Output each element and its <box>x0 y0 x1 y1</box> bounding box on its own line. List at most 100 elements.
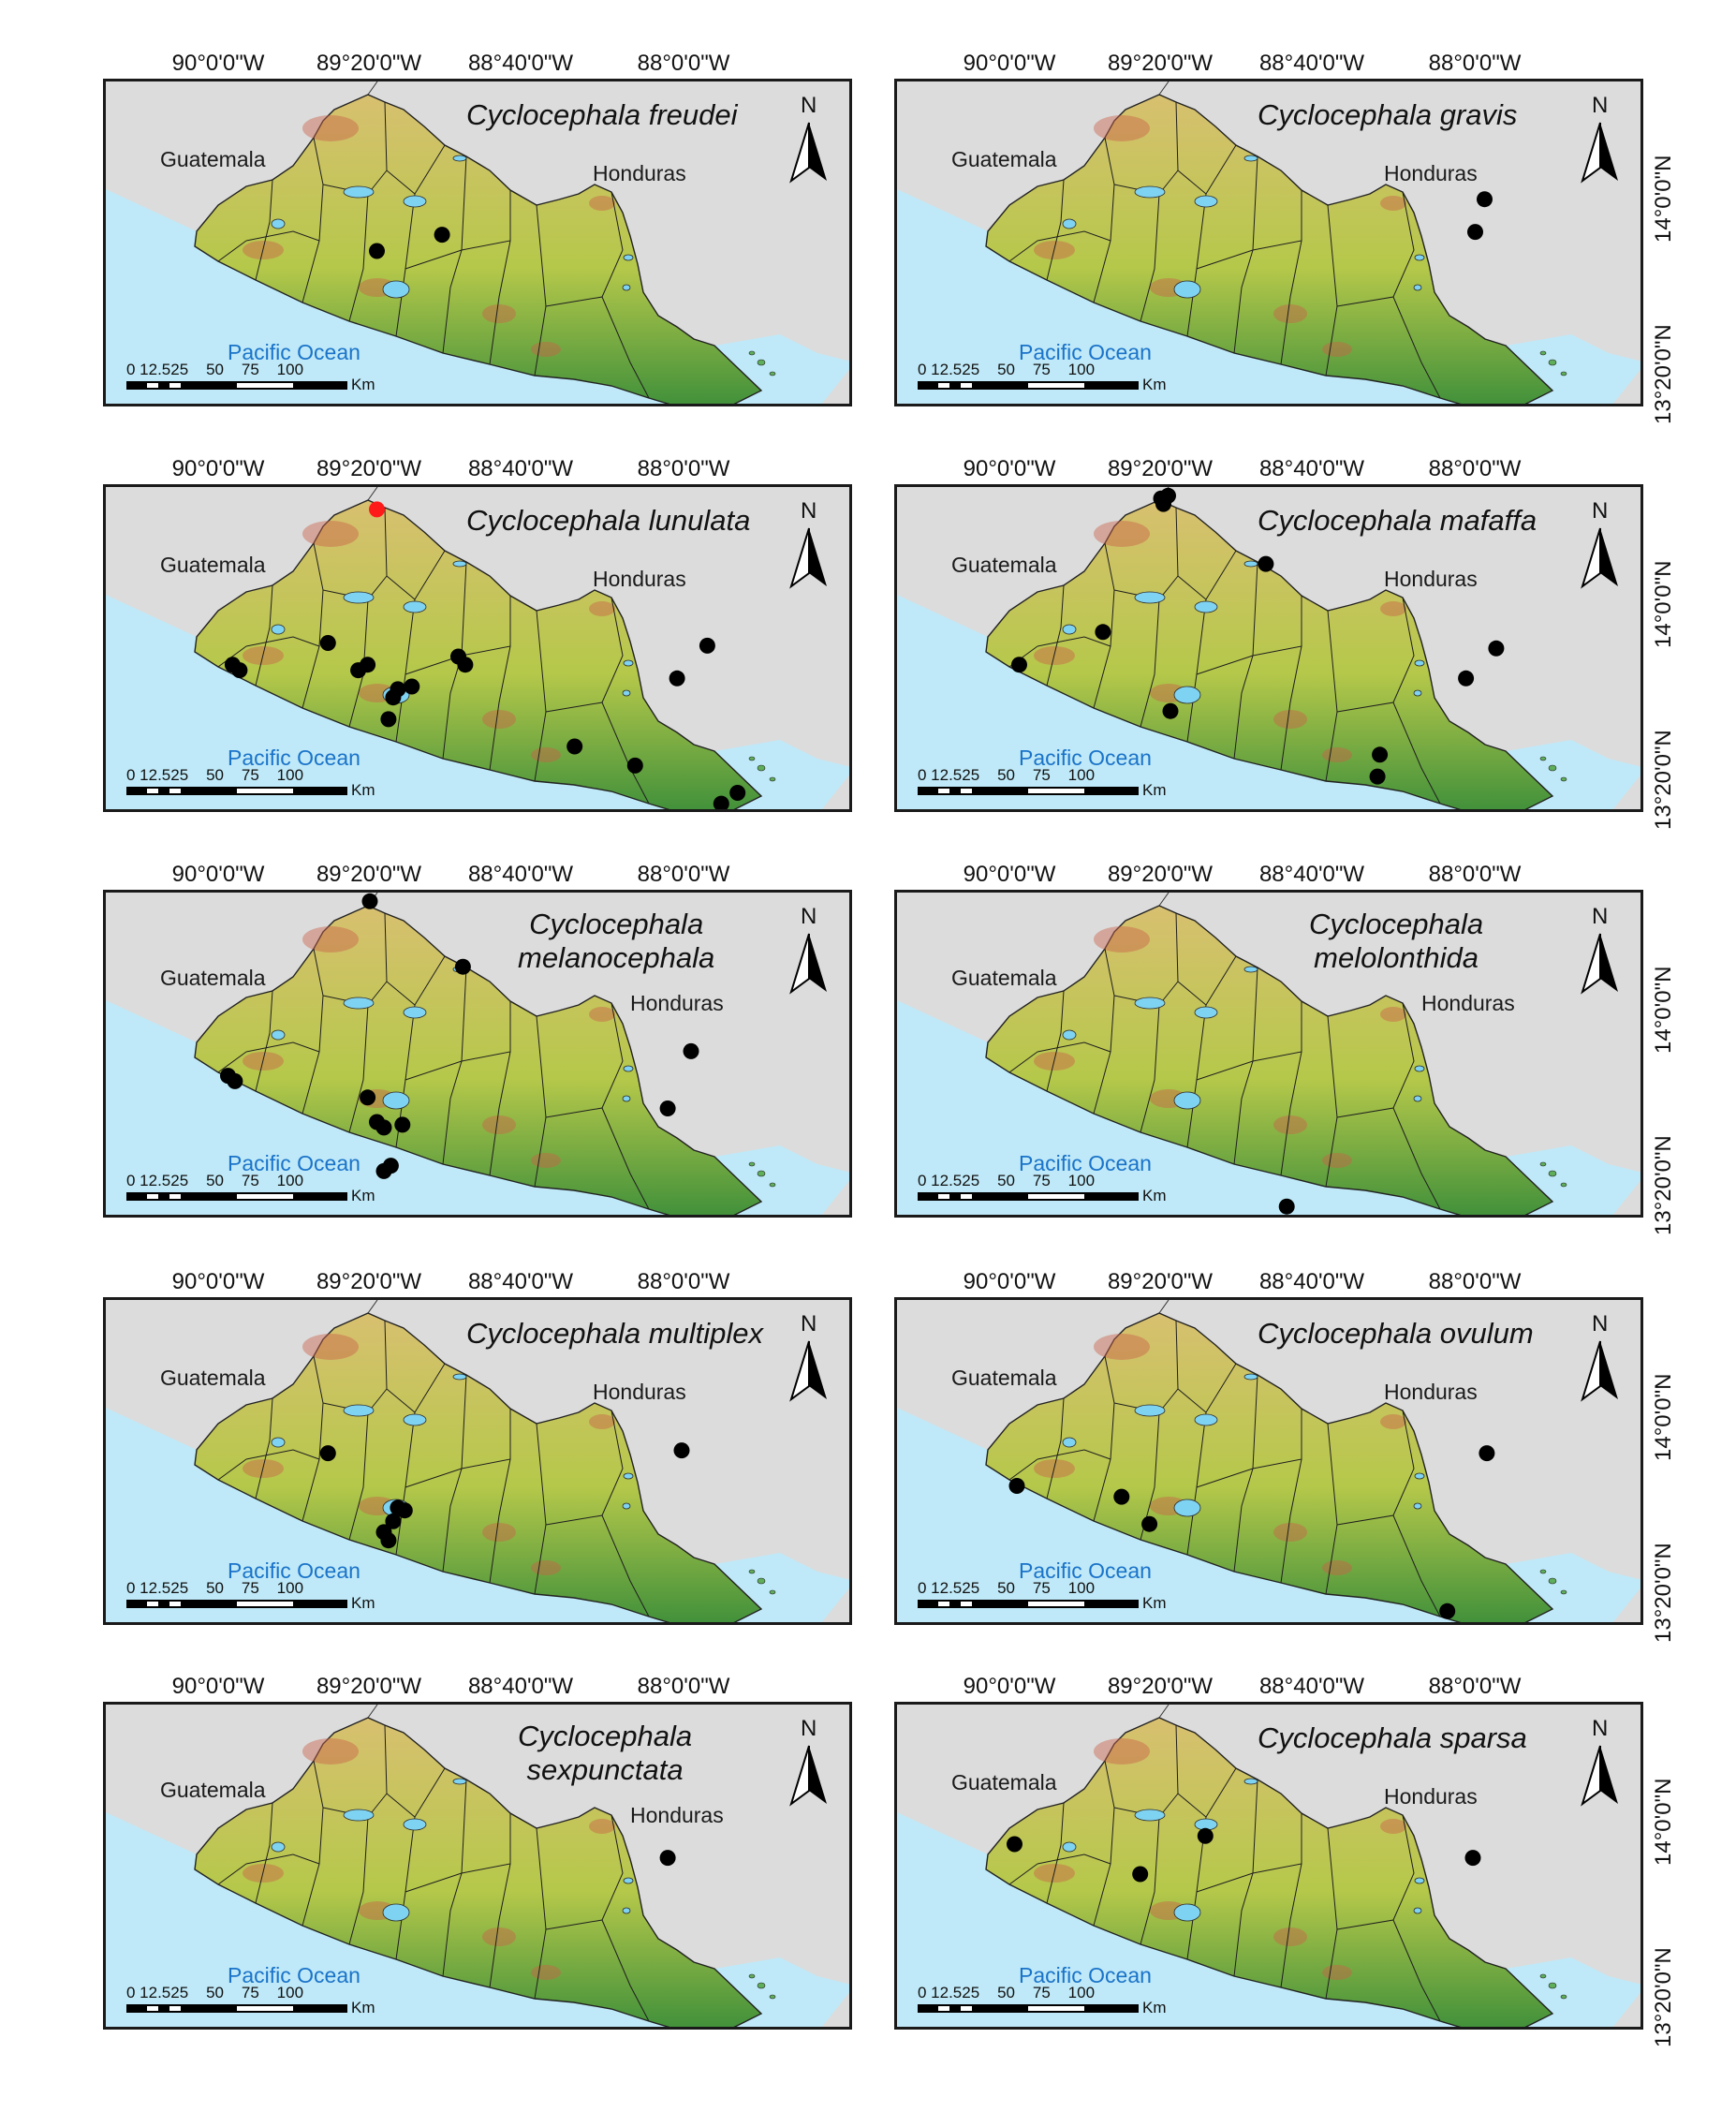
department-border <box>1280 1863 1302 1988</box>
scale-segment <box>147 1602 158 1606</box>
longitude-label: 88°40'0"W <box>1258 51 1365 76</box>
department-border <box>217 240 247 262</box>
record-point <box>1278 1198 1295 1215</box>
latitude-label: 13°20'0"N <box>1651 324 1676 424</box>
map-frame: Cyclocephala lunulata Guatemala Honduras N P… <box>103 484 852 812</box>
department-border <box>601 296 650 399</box>
department-border <box>1037 636 1111 647</box>
guatemala-label: Guatemala <box>160 1366 266 1390</box>
department-border <box>489 1458 511 1584</box>
el-salvador-land <box>985 94 1554 404</box>
scale-segment <box>919 789 938 793</box>
lake <box>1134 1404 1166 1417</box>
scale-numbers: 0 12.525 50 75 100 <box>918 766 1096 784</box>
department-border <box>1046 990 1065 1092</box>
el-salvador-land <box>194 1312 763 1622</box>
department-border <box>545 1002 624 1118</box>
north-label: N <box>801 1311 817 1337</box>
scale-segment <box>169 789 181 793</box>
scale-segment <box>1084 789 1137 793</box>
lake <box>403 195 427 208</box>
pacific-ocean-area <box>106 189 668 404</box>
longitude-label: 90°0'0"W <box>171 1674 265 1699</box>
pacific-ocean-label: Pacific Ocean <box>228 340 360 364</box>
longitude-label: 90°0'0"W <box>171 862 265 887</box>
department-border <box>601 1107 650 1210</box>
lake <box>382 1091 410 1110</box>
department-border <box>217 1863 247 1885</box>
scale-segment <box>972 383 1028 388</box>
scale-segment <box>128 789 147 793</box>
el-salvador-land <box>194 499 763 809</box>
department-border <box>1233 1872 1254 1977</box>
map-panel: 90°0'0"W 89°20'0"W 88°40'0"W 88°0'0"W Cycloc… <box>103 1269 852 1625</box>
lake <box>1414 1877 1425 1884</box>
record-point <box>1479 1445 1495 1462</box>
guatemala-label: Guatemala <box>160 147 266 171</box>
species-title-line: Cyclocephala sparsa <box>1258 1721 1527 1754</box>
longitude-label: 88°40'0"W <box>1258 1269 1365 1294</box>
lake <box>382 1903 410 1922</box>
north-label: N <box>1592 1716 1609 1741</box>
record-point <box>1113 1488 1130 1505</box>
lake <box>452 1373 467 1381</box>
guatemala-label: Guatemala <box>951 553 1057 577</box>
record-point <box>566 738 583 755</box>
department-border <box>302 1760 324 1927</box>
pacific-ocean-label: Pacific Ocean <box>1019 340 1152 364</box>
scale-segment <box>919 2006 938 2011</box>
scale-segment <box>1028 1194 1084 1199</box>
lake <box>1243 1373 1258 1381</box>
north-arrow-icon <box>1581 933 1618 995</box>
scale-numbers: 0 12.525 50 75 100 <box>918 1172 1096 1189</box>
map-panel: 90°0'0"W 89°20'0"W 88°40'0"W 88°0'0"W 14°0'0… <box>894 456 1676 830</box>
pacific-ocean-label: Pacific Ocean <box>228 1558 360 1583</box>
record-point <box>454 958 471 975</box>
longitude-label: 88°0'0"W <box>1428 51 1522 76</box>
scale-unit: Km <box>351 1999 375 2016</box>
scale-segment <box>169 1194 181 1199</box>
longitude-label: 89°20'0"W <box>316 1269 422 1294</box>
scale-segment <box>972 789 1028 793</box>
department-border <box>348 193 369 322</box>
scale-segment <box>961 1194 972 1199</box>
longitude-label: 90°0'0"W <box>963 862 1056 887</box>
species-title: Cyclocephala ovulum <box>1258 1317 1534 1351</box>
department-border <box>245 636 320 647</box>
honduras-label: Honduras <box>593 1380 686 1404</box>
species-title: Cyclocephala sexpunctata <box>518 1720 692 1787</box>
lake <box>452 1778 467 1785</box>
lake <box>1173 686 1201 704</box>
scale-bar <box>918 1600 1139 1608</box>
record-point <box>1197 1827 1214 1844</box>
record-point <box>1132 1866 1149 1883</box>
department-border <box>255 584 273 687</box>
species-title-line: Cyclocephala ovulum <box>1258 1317 1534 1350</box>
map-frame: Cyclocephala melanocephala Guatemala Hondur… <box>103 890 852 1218</box>
map-canvas <box>897 487 1640 809</box>
record-point <box>1258 555 1274 572</box>
honduras-label: Honduras <box>1384 1380 1478 1404</box>
lake <box>271 624 286 635</box>
department-border <box>1233 249 1254 354</box>
department-border <box>1093 542 1115 709</box>
lake <box>1173 1903 1201 1922</box>
scale-segment <box>949 383 961 388</box>
lake <box>382 280 410 299</box>
scale-unit: Km <box>1142 376 1167 393</box>
department-border <box>1037 1041 1111 1053</box>
north-label: N <box>1592 93 1609 118</box>
map-canvas <box>106 81 849 404</box>
scale-segment <box>938 789 949 793</box>
el-salvador-land <box>194 905 763 1215</box>
scale-segment <box>237 789 293 793</box>
map-canvas <box>106 1300 849 1622</box>
scale-segment <box>293 1602 346 1606</box>
pacific-ocean-area <box>106 1812 668 2027</box>
department-border <box>348 1004 369 1133</box>
pacific-ocean-label: Pacific Ocean <box>1019 1558 1152 1583</box>
record-point <box>669 670 685 687</box>
map-frame: Cyclocephala sexpunctata Guatemala Honduras… <box>103 1702 852 2030</box>
scale-unit: Km <box>351 1594 375 1612</box>
scale-bar <box>918 2004 1139 2013</box>
